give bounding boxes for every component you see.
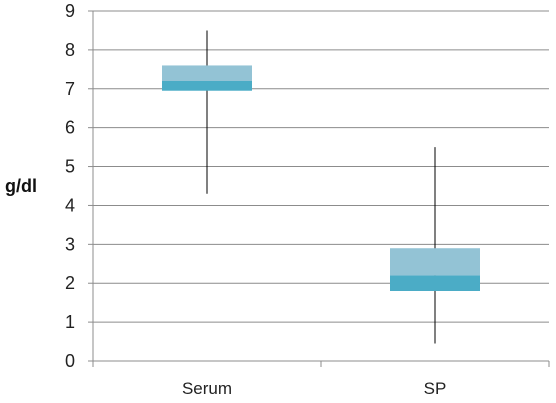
axes	[92, 11, 549, 362]
y-tick-label: 9	[65, 1, 75, 21]
y-tick-label: 4	[65, 195, 75, 215]
y-tick-label: 3	[65, 234, 75, 254]
gridlines	[93, 10, 549, 323]
box-series	[162, 30, 480, 344]
box-serum	[162, 30, 252, 194]
box-upper-segment	[390, 248, 480, 276]
box-lower-segment	[162, 81, 252, 91]
y-tick-label: 6	[65, 118, 75, 138]
box-upper-segment	[162, 65, 252, 81]
y-tick-label: 5	[65, 157, 75, 177]
y-tick-labels: 0 1 2 3 4 5 6 7 8 9	[65, 1, 93, 371]
y-tick-label: 8	[65, 40, 75, 60]
y-tick-label: 2	[65, 273, 75, 293]
y-tick-label: 1	[65, 312, 75, 332]
x-tick-marks	[92, 361, 550, 367]
box-sp	[390, 147, 480, 344]
y-tick-label: 0	[65, 351, 75, 371]
category-labels: Serum SP	[182, 379, 446, 398]
category-label: SP	[424, 379, 447, 398]
box-lower-segment	[390, 275, 480, 291]
y-tick-label: 7	[65, 79, 75, 99]
category-label: Serum	[182, 379, 232, 398]
y-axis-title: g/dl	[5, 176, 37, 196]
